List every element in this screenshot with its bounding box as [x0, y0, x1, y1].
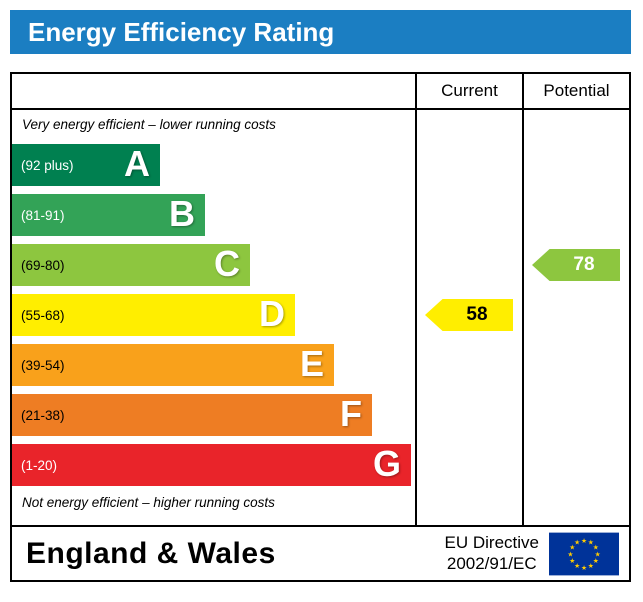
band-letter: A	[124, 143, 150, 184]
band-row-g: (1-20) G	[12, 440, 415, 490]
band-row-f: (21-38) F	[12, 390, 415, 440]
eu-directive-label: EU Directive 2002/91/EC	[445, 533, 539, 574]
svg-text:★: ★	[588, 539, 594, 546]
band-range-label: (55-68)	[21, 307, 65, 323]
footer-right: EU Directive 2002/91/EC ★ ★ ★ ★ ★ ★ ★ ★ …	[445, 532, 629, 576]
eu-directive-line1: EU Directive	[444, 533, 539, 553]
potential-rating-value: 78	[573, 254, 595, 275]
band-range-label: (69-80)	[21, 257, 65, 273]
band-range-label: (1-20)	[21, 457, 58, 473]
svg-text:★: ★	[569, 558, 575, 565]
bottom-note: Not energy efficient – higher running co…	[22, 495, 275, 510]
svg-text:★: ★	[593, 544, 599, 551]
band-row-d: (55-68) D	[12, 290, 415, 340]
eu-flag-icon: ★ ★ ★ ★ ★ ★ ★ ★ ★ ★ ★ ★	[549, 532, 619, 575]
svg-text:★: ★	[595, 551, 601, 558]
footer-bar: England & Wales EU Directive 2002/91/EC …	[10, 525, 631, 582]
potential-column-divider	[522, 74, 524, 525]
band-range-label: (39-54)	[21, 357, 65, 373]
svg-text:★: ★	[581, 537, 587, 544]
band-letter: E	[299, 343, 324, 384]
svg-text:★: ★	[567, 551, 573, 558]
band-range-label: (92 plus)	[21, 157, 74, 173]
band-row-c: (69-80) C	[12, 240, 415, 290]
svg-text:★: ★	[581, 565, 587, 572]
potential-rating-pointer: 78	[532, 249, 620, 281]
band-row-a: (92 plus) A	[12, 140, 415, 190]
svg-text:★: ★	[574, 563, 580, 570]
page-title: Energy Efficiency Rating	[28, 16, 335, 47]
current-rating-value: 58	[466, 304, 488, 325]
current-column-divider	[415, 74, 417, 525]
band-letter: F	[340, 393, 362, 434]
band-bar-e: (39-54) E	[12, 344, 334, 386]
svg-text:★: ★	[588, 563, 594, 570]
band-letter: D	[259, 293, 285, 334]
svg-text:★: ★	[569, 544, 575, 551]
band-letter: B	[169, 193, 195, 234]
rating-table: Current Potential Very energy efficient …	[10, 72, 631, 527]
svg-text:★: ★	[574, 539, 580, 546]
svg-text:★: ★	[593, 558, 599, 565]
band-range-label: (81-91)	[21, 207, 65, 223]
rating-bands: (92 plus) A (81-91) B (69-80) C (55-68)	[12, 140, 415, 490]
band-range-label: (21-38)	[21, 407, 65, 423]
band-letter: G	[372, 443, 401, 484]
band-bar-a: (92 plus) A	[12, 144, 160, 186]
band-bar-c: (69-80) C	[12, 244, 250, 286]
band-bar-b: (81-91) B	[12, 194, 205, 236]
band-bar-g: (1-20) G	[12, 444, 411, 486]
column-header-row: Current Potential	[12, 74, 629, 110]
region-label: England & Wales	[26, 536, 276, 570]
band-row-e: (39-54) E	[12, 340, 415, 390]
band-bar-d: (55-68) D	[12, 294, 295, 336]
eu-directive-line2: 2002/91/EC	[446, 553, 537, 573]
top-note: Very energy efficient – lower running co…	[22, 117, 276, 132]
current-rating-pointer: 58	[425, 299, 513, 331]
band-letter: C	[214, 243, 240, 284]
band-bar-f: (21-38) F	[12, 394, 372, 436]
title-bar: Energy Efficiency Rating	[10, 10, 631, 54]
current-column-header: Current	[441, 81, 498, 100]
band-row-b: (81-91) B	[12, 190, 415, 240]
potential-column-header: Potential	[543, 81, 610, 100]
